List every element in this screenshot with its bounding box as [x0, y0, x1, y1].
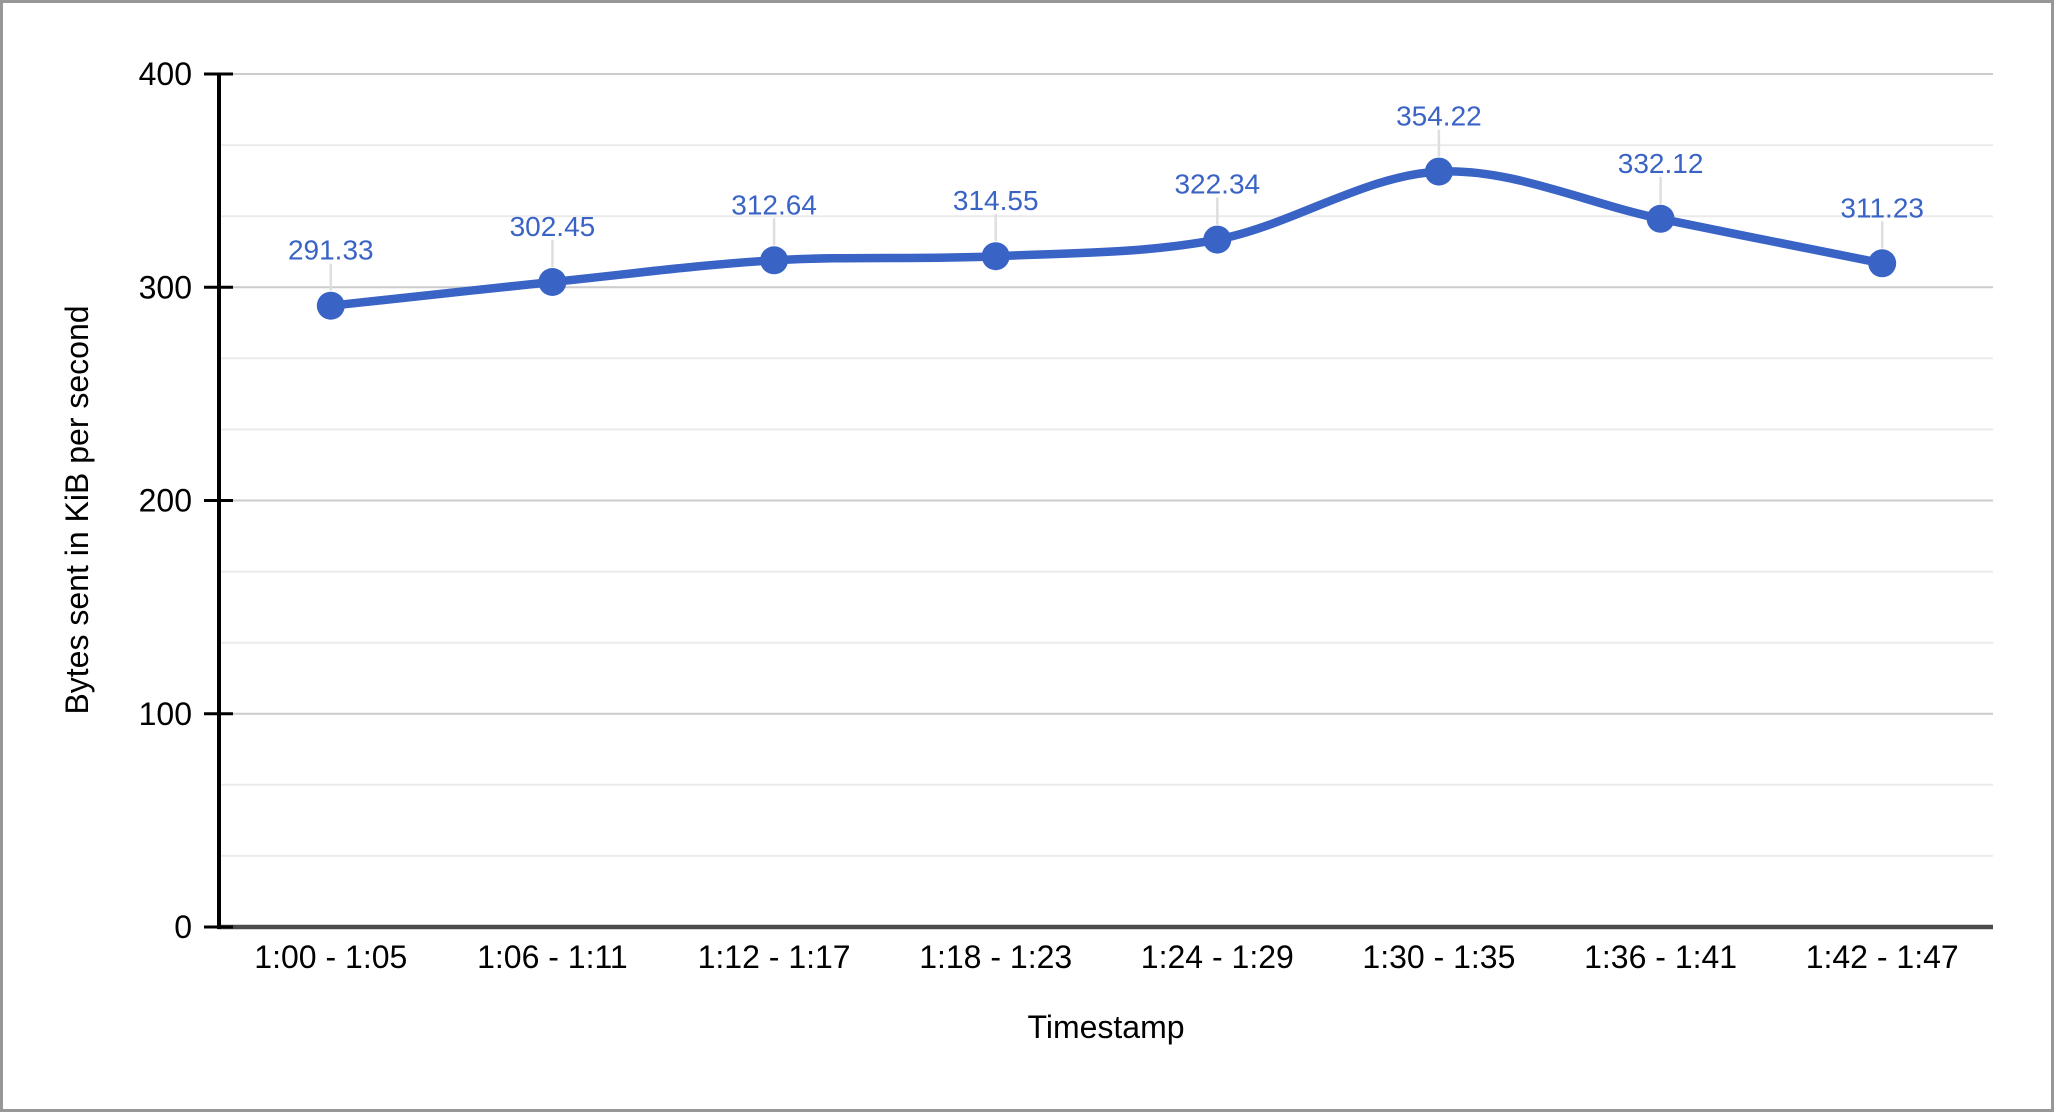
- data-point-label-1: 302.45: [510, 211, 596, 242]
- data-point-4[interactable]: [1203, 225, 1232, 254]
- y-axis-label-100: 100: [139, 696, 192, 732]
- x-axis-label-6: 1:36 - 1:41: [1584, 939, 1737, 975]
- y-axis-label-200: 200: [139, 483, 192, 519]
- data-point-5[interactable]: [1424, 157, 1453, 186]
- data-point-label-7: 311.23: [1840, 192, 1924, 223]
- y-axis-label-0: 0: [174, 909, 192, 945]
- x-axis-label-5: 1:30 - 1:35: [1362, 939, 1515, 975]
- data-point-0[interactable]: [316, 291, 345, 320]
- data-point-7[interactable]: [1868, 249, 1897, 278]
- data-point-2[interactable]: [760, 246, 789, 275]
- y-axis-label-300: 300: [139, 269, 192, 305]
- data-point-label-2: 312.64: [731, 189, 817, 220]
- x-axis-label-1: 1:06 - 1:11: [477, 939, 628, 975]
- x-axis-label-4: 1:24 - 1:29: [1141, 939, 1294, 975]
- y-axis-title: Bytes sent in KiB per second: [59, 305, 95, 714]
- x-axis-label-3: 1:18 - 1:23: [919, 939, 1072, 975]
- data-point-label-3: 314.55: [953, 185, 1039, 216]
- x-axis-label-2: 1:12 - 1:17: [698, 939, 851, 975]
- data-point-3[interactable]: [981, 242, 1010, 271]
- x-axis-label-7: 1:42 - 1:47: [1806, 939, 1959, 975]
- data-point-1[interactable]: [538, 268, 567, 296]
- series-line: [326, 167, 1887, 310]
- x-axis-title: Timestamp: [1027, 1009, 1184, 1045]
- data-point-6[interactable]: [1646, 204, 1675, 233]
- data-point-label-4: 322.34: [1174, 169, 1260, 200]
- data-point-label-0: 291.33: [288, 235, 374, 266]
- data-point-label-6: 332.12: [1618, 148, 1704, 179]
- y-axis-label-400: 400: [139, 56, 192, 92]
- data-point-label-5: 354.22: [1396, 101, 1482, 132]
- x-axis-label-0: 1:00 - 1:05: [254, 939, 407, 975]
